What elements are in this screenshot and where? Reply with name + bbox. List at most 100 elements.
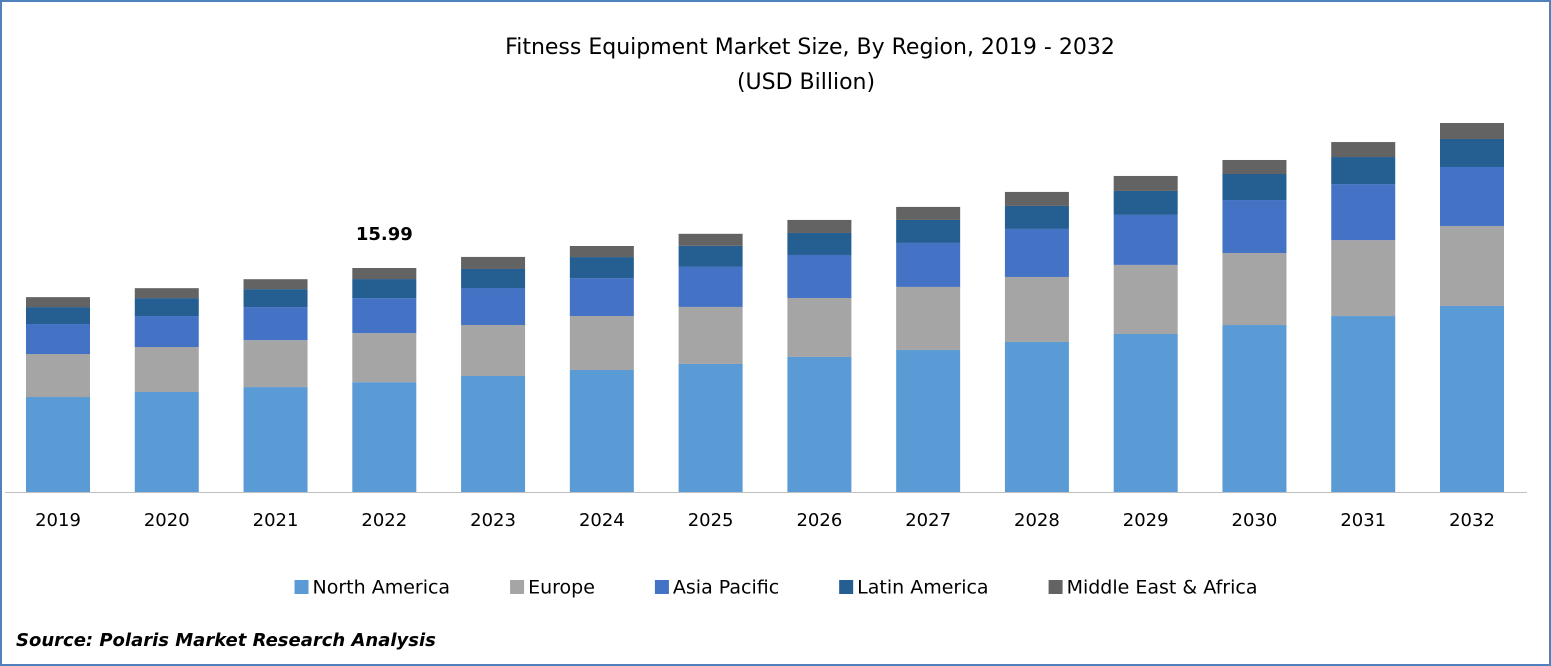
x-tick-label: 2026 xyxy=(796,510,842,531)
bar-segment xyxy=(1222,173,1287,201)
legend-swatch xyxy=(510,580,525,594)
x-tick-label: 2020 xyxy=(144,510,190,531)
legend-label: Middle East & Africa xyxy=(1067,577,1258,599)
bar-segment xyxy=(26,297,90,308)
bar-segment xyxy=(787,356,852,492)
bar-segment xyxy=(1004,276,1069,342)
bar-segment xyxy=(787,232,852,255)
bar-segment xyxy=(1004,191,1069,206)
bar-segment xyxy=(569,316,634,370)
bar-segment xyxy=(678,266,743,307)
bar-segment xyxy=(352,298,417,334)
bar-segment xyxy=(26,354,90,398)
bar-segment xyxy=(134,288,199,299)
x-tick-label: 2030 xyxy=(1232,510,1278,531)
bar-segment xyxy=(243,307,308,341)
bar-segment xyxy=(896,219,961,243)
bar-segment xyxy=(1440,305,1504,492)
x-tick-label: 2021 xyxy=(253,510,299,531)
bar-segment xyxy=(569,246,634,258)
chart-title: Fitness Equipment Market Size, By Region… xyxy=(505,35,1115,60)
bar-segment xyxy=(26,397,90,492)
bar-segment xyxy=(1222,253,1287,326)
bar-segment xyxy=(1222,325,1287,492)
bar-segment xyxy=(134,347,199,392)
bar-segment xyxy=(1004,205,1069,229)
bar-segment xyxy=(352,333,417,383)
bar-segment xyxy=(896,286,961,350)
x-tick-label: 2027 xyxy=(905,510,951,531)
bar-segment xyxy=(461,325,526,377)
bar-segment xyxy=(569,278,634,317)
bar-segment xyxy=(26,324,90,355)
bar-segment xyxy=(134,316,199,348)
legend-label: North America xyxy=(313,577,451,599)
bar-segment xyxy=(569,257,634,279)
bar-segment xyxy=(461,268,526,289)
bar-segment xyxy=(896,349,961,492)
bar-segment xyxy=(1331,184,1396,241)
bar-segment xyxy=(1440,138,1504,167)
bar-segment xyxy=(461,288,526,326)
bar-segment xyxy=(352,279,417,299)
bar-segment xyxy=(678,363,743,492)
bar-segment xyxy=(896,242,961,287)
bar-segment xyxy=(896,206,961,220)
x-tick-label: 2031 xyxy=(1340,510,1386,531)
bar-segment xyxy=(461,376,526,492)
bar-segment xyxy=(243,387,308,492)
bar-segment xyxy=(1440,225,1504,306)
bar-segment xyxy=(352,382,417,492)
bar-segment xyxy=(1113,190,1178,215)
bar-segment xyxy=(1004,341,1069,492)
bar-segment xyxy=(26,307,90,325)
bar-segment xyxy=(1440,166,1504,226)
bar-segment xyxy=(1113,214,1178,265)
x-tick-label: 2025 xyxy=(688,510,734,531)
bar-segment xyxy=(1331,316,1396,492)
bar-segment xyxy=(787,297,852,357)
source: Source: Polaris Market Research Analysis xyxy=(16,630,436,651)
bar-segment xyxy=(461,256,526,269)
x-tick-label: 2029 xyxy=(1123,510,1169,531)
bar-segment xyxy=(1113,264,1178,334)
total-label: 15.99 xyxy=(356,224,413,245)
legend-label: Asia Pacific xyxy=(673,577,779,599)
bar-segment xyxy=(569,369,634,492)
x-tick-label: 2028 xyxy=(1014,510,1060,531)
x-tick-label: 2023 xyxy=(470,510,516,531)
bar-segment xyxy=(1113,333,1178,492)
bar-segment xyxy=(134,298,199,317)
bar-segment xyxy=(787,219,852,233)
bar-segment xyxy=(1331,142,1396,158)
bar-segment xyxy=(243,279,308,290)
bar-segment xyxy=(1331,157,1396,185)
x-tick-label: 2024 xyxy=(579,510,625,531)
legend-swatch xyxy=(654,580,669,594)
bar-segment xyxy=(352,267,417,280)
bar-segment xyxy=(1222,200,1287,254)
x-tick-label: 2019 xyxy=(35,510,81,531)
legend-swatch xyxy=(1048,580,1063,594)
bar-segment xyxy=(134,391,199,492)
x-tick-label: 2022 xyxy=(361,510,407,531)
bar-segment xyxy=(678,233,743,246)
bar-segment xyxy=(1222,159,1287,174)
legend-label: Latin America xyxy=(857,577,988,599)
bar-segment xyxy=(1331,240,1396,317)
x-tick-label: 2032 xyxy=(1449,510,1495,531)
legend-swatch xyxy=(839,580,854,594)
bar-segment xyxy=(678,306,743,364)
bar-segment xyxy=(1004,228,1069,277)
chart-subtitle: (USD Billion) xyxy=(737,70,875,95)
bar-segment xyxy=(678,245,743,267)
legend-label: Europe xyxy=(528,577,595,599)
bar-segment xyxy=(787,254,852,298)
legend-swatch xyxy=(294,580,309,594)
bar-segment xyxy=(243,340,308,388)
bar-segment xyxy=(243,289,308,308)
bar-segment xyxy=(1113,175,1178,191)
bar-segment xyxy=(1440,123,1504,139)
